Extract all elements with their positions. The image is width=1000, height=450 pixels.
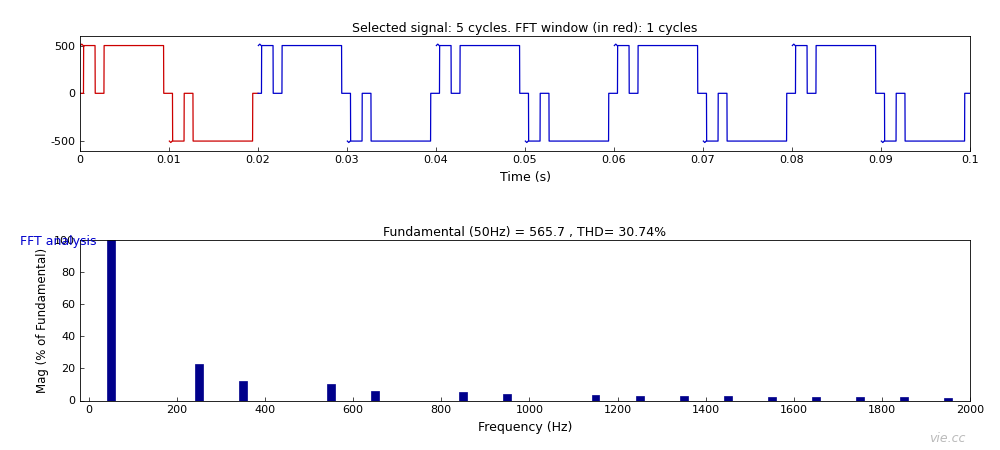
Bar: [107, 240, 115, 400]
Text: vie.cc: vie.cc: [929, 432, 965, 446]
Bar: [724, 396, 732, 400]
Bar: [768, 397, 776, 400]
Bar: [900, 397, 908, 400]
Text: FFT analysis: FFT analysis: [20, 235, 96, 248]
Bar: [459, 392, 467, 400]
Title: Selected signal: 5 cycles. FFT window (in red): 1 cycles: Selected signal: 5 cycles. FFT window (i…: [352, 22, 698, 35]
Bar: [371, 391, 379, 400]
Bar: [503, 394, 511, 400]
Bar: [327, 384, 335, 400]
Bar: [680, 396, 688, 400]
Bar: [812, 397, 820, 400]
X-axis label: Frequency (Hz): Frequency (Hz): [478, 421, 572, 434]
Bar: [239, 381, 247, 400]
Y-axis label: Mag (% of Fundamental): Mag (% of Fundamental): [36, 248, 49, 393]
Bar: [592, 395, 599, 400]
Title: Fundamental (50Hz) = 565.7 , THD= 30.74%: Fundamental (50Hz) = 565.7 , THD= 30.74%: [383, 226, 667, 239]
Bar: [195, 364, 203, 400]
Bar: [636, 396, 644, 400]
X-axis label: Time (s): Time (s): [500, 171, 550, 184]
Bar: [944, 398, 952, 400]
Bar: [856, 397, 864, 400]
